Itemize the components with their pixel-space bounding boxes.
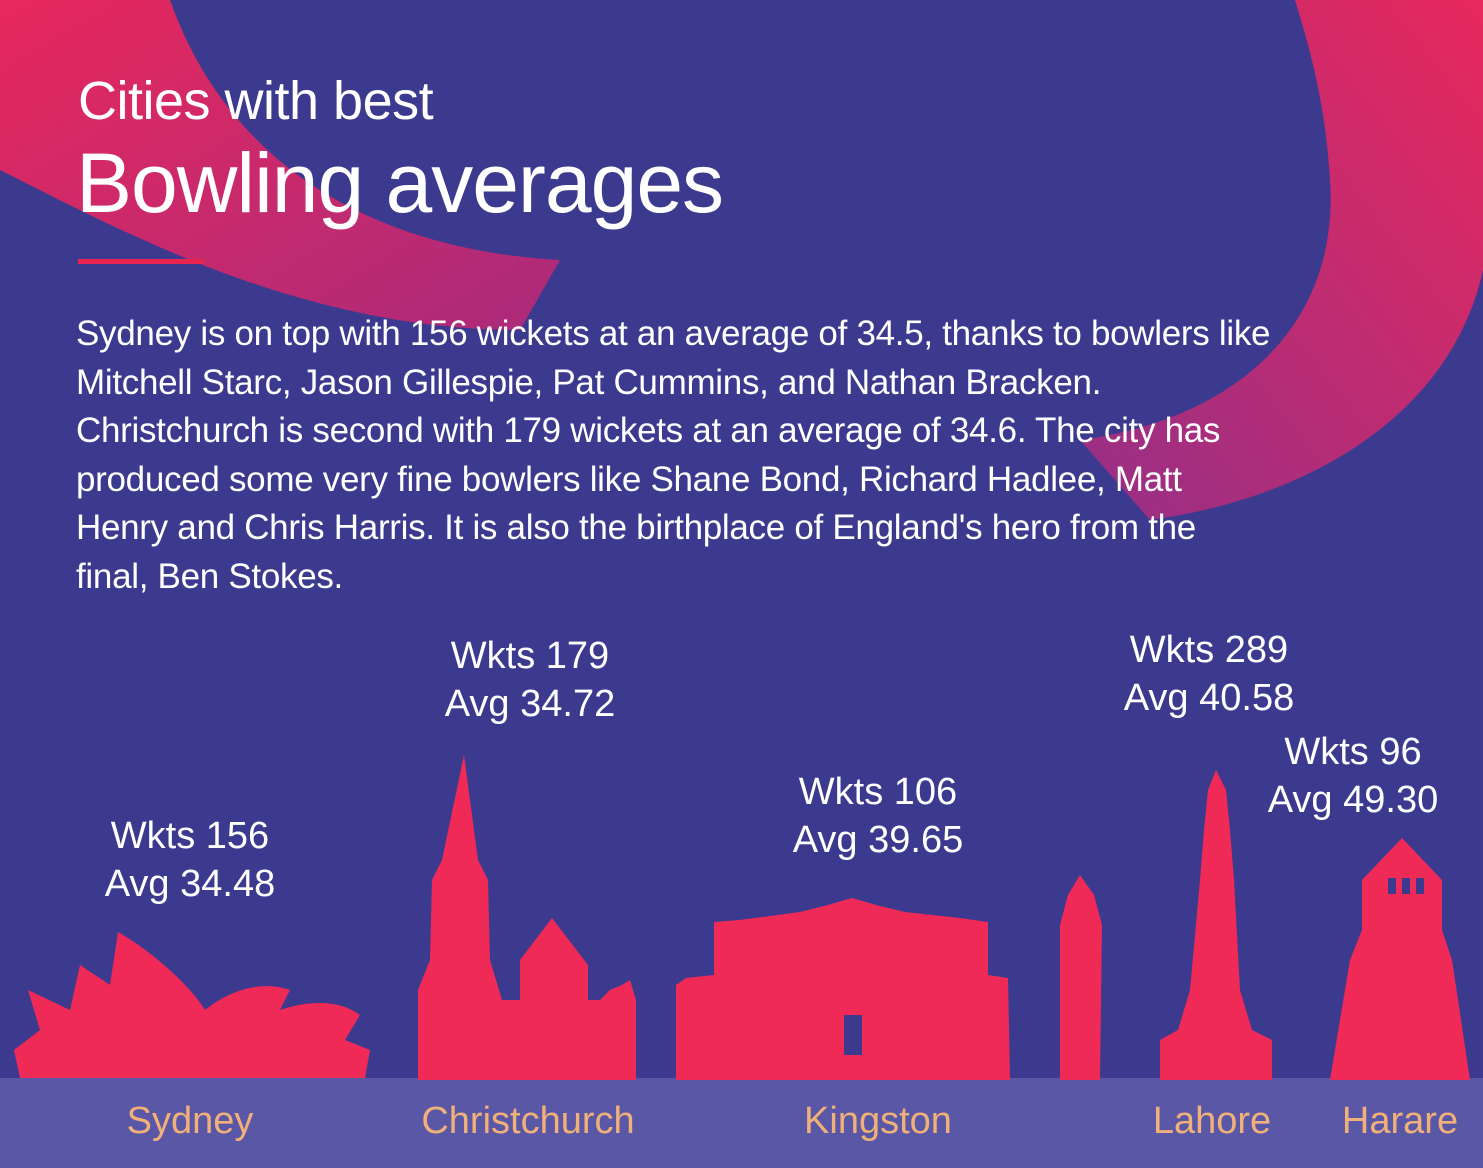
wkts-label: Wkts 156: [110, 815, 270, 857]
cathedral-icon: [418, 755, 636, 1080]
parliament-building-icon: [676, 898, 1010, 1080]
lahore-stats: Wkts 289 Avg 40.58: [1079, 626, 1339, 722]
opera-house-icon: [14, 932, 370, 1078]
avg-label: Avg 34.72: [444, 683, 616, 725]
sydney-stats: Wkts 156 Avg 34.48: [60, 812, 320, 908]
left-arc-decoration: [0, 0, 560, 330]
wkts-label: Wkts 179: [450, 635, 610, 677]
wkts-label: Wkts 106: [798, 771, 958, 813]
minar-tower-icon: [1160, 770, 1272, 1080]
avg-label: Avg 49.30: [1267, 779, 1439, 821]
harare-stats: Wkts 96 Avg 49.30: [1223, 728, 1483, 824]
description-text: Sydney is on top with 156 wickets at an …: [76, 314, 1271, 596]
city-label-sydney: Sydney: [126, 1100, 254, 1142]
city-label-band: [0, 1078, 1483, 1168]
right-arc-decoration: [1080, 0, 1483, 520]
city-label-lahore: Lahore: [1152, 1100, 1272, 1142]
christchurch-stats: Wkts 179 Avg 34.72: [400, 632, 660, 728]
kingston-lighthouse-icon: [1060, 875, 1102, 1080]
city-label-harare: Harare: [1341, 1100, 1459, 1142]
chart-subtitle: Cities with best: [78, 71, 434, 131]
lighthouse-icon: [1330, 838, 1470, 1080]
wkts-label: Wkts 289: [1129, 629, 1289, 671]
avg-label: Avg 39.65: [792, 819, 964, 861]
avg-label: Avg 34.48: [104, 863, 276, 905]
chart-title: Bowling averages: [76, 136, 724, 230]
wkts-label: Wkts 96: [1284, 731, 1422, 773]
kingston-stats: Wkts 106 Avg 39.65: [748, 768, 1008, 864]
avg-label: Avg 40.58: [1123, 677, 1295, 719]
title-underline: [78, 259, 204, 264]
city-label-kingston: Kingston: [804, 1100, 952, 1142]
city-label-christchurch: Christchurch: [421, 1100, 635, 1142]
